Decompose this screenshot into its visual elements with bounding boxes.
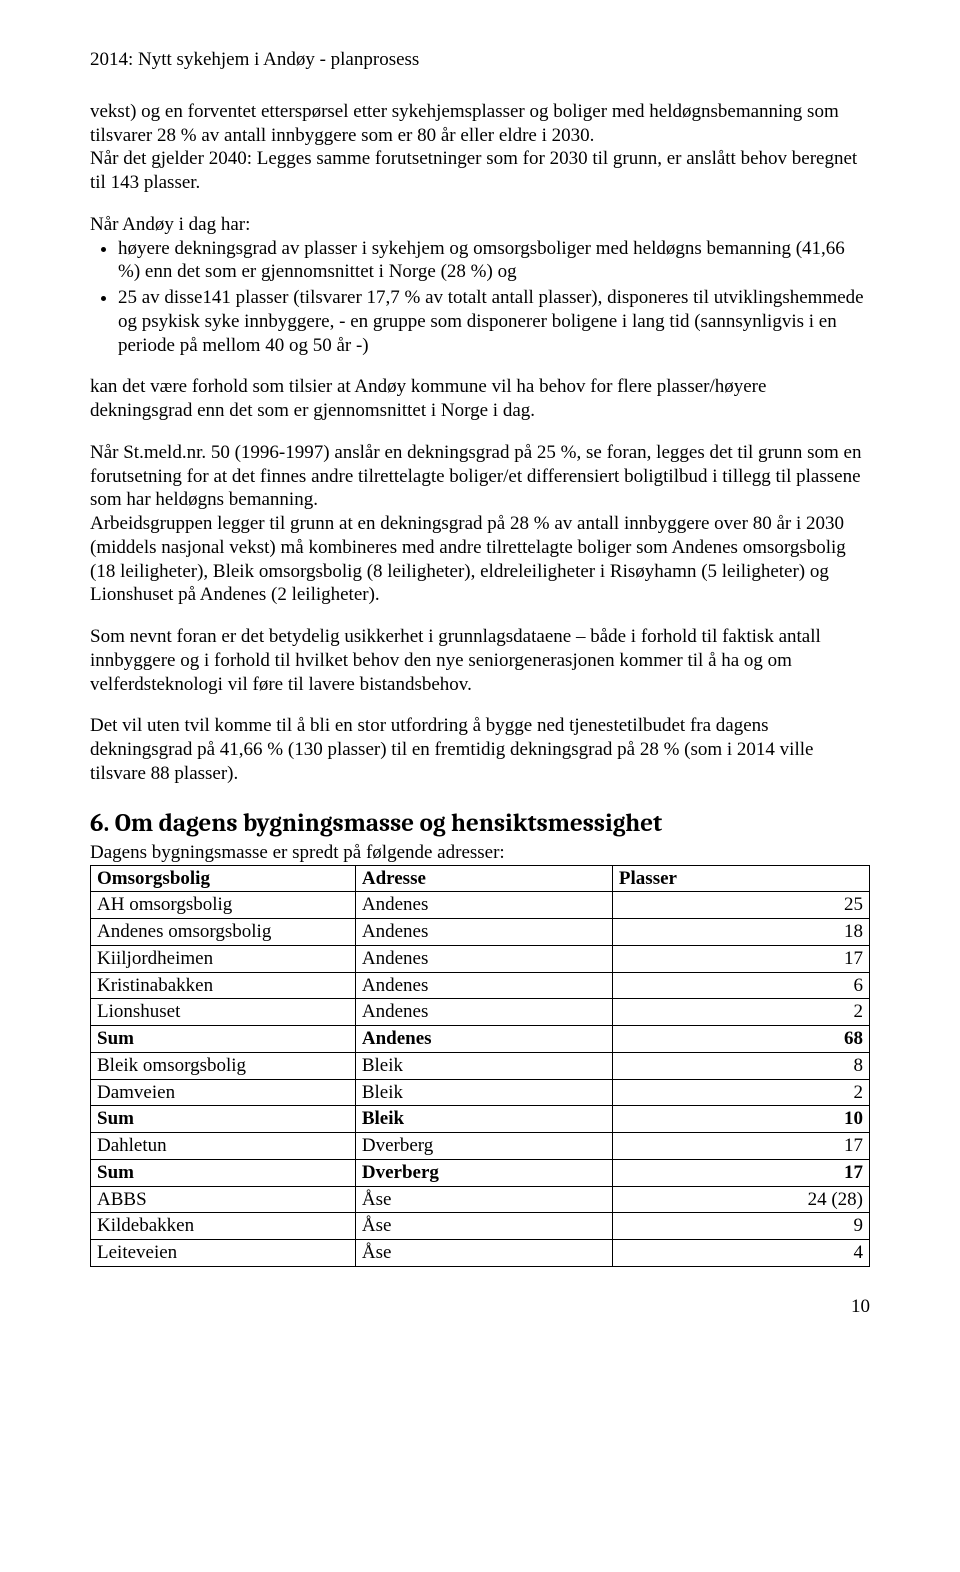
table-cell: 6 [612,972,869,999]
table-cell: Sum [91,1026,356,1053]
table-row: AH omsorgsboligAndenes25 [91,892,870,919]
page-number: 10 [90,1295,870,1319]
table-cell: Dverberg [355,1133,612,1160]
table-cell: Sum [91,1159,356,1186]
table-cell: Kildebakken [91,1213,356,1240]
table-cell: 24 (28) [612,1186,869,1213]
table-cell: Bleik [355,1079,612,1106]
table-cell: 17 [612,945,869,972]
paragraph-text: Når det gjelder 2040: Legges samme forut… [90,148,857,193]
table-row: LeiteveienÅse4 [91,1240,870,1267]
table-cell: AH omsorgsbolig [91,892,356,919]
paragraph: Når St.meld.nr. 50 (1996-1997) anslår en… [90,441,870,607]
table-row: DahletunDverberg17 [91,1133,870,1160]
page-header: 2014: Nytt sykehjem i Andøy - planproses… [90,48,870,72]
table-cell: Andenes [355,919,612,946]
table-row: KiiljordheimenAndenes17 [91,945,870,972]
table-cell: 18 [612,919,869,946]
table-header-cell: Omsorgsbolig [91,865,356,892]
table-cell: Bleik [355,1106,612,1133]
table-cell: Kiiljordheimen [91,945,356,972]
table-cell: Andenes [355,972,612,999]
table-row: KildebakkenÅse9 [91,1213,870,1240]
table-cell: 17 [612,1159,869,1186]
table-row: SumAndenes68 [91,1026,870,1053]
list-item: høyere dekningsgrad av plasser i sykehje… [118,237,870,285]
table-row: KristinabakkenAndenes6 [91,972,870,999]
table-cell: 17 [612,1133,869,1160]
section-intro: Dagens bygningsmasse er spredt på følgen… [90,841,870,865]
table-cell: Leiteveien [91,1240,356,1267]
table-row: DamveienBleik2 [91,1079,870,1106]
table-cell: Andenes [355,892,612,919]
table-cell: 2 [612,999,869,1026]
table-row: Bleik omsorgsboligBleik8 [91,1052,870,1079]
table-header-cell: Plasser [612,865,869,892]
table-row: Andenes omsorgsboligAndenes18 [91,919,870,946]
section-heading: 6. Om dagens bygningsmasse og hensiktsme… [90,808,870,839]
bullet-list: høyere dekningsgrad av plasser i sykehje… [90,237,870,358]
table-cell: 10 [612,1106,869,1133]
table-cell: Kristinabakken [91,972,356,999]
table-cell: 4 [612,1240,869,1267]
table-cell: Dverberg [355,1159,612,1186]
table-cell: Lionshuset [91,999,356,1026]
paragraph: vekst) og en forventet etterspørsel ette… [90,100,870,195]
table-cell: Åse [355,1240,612,1267]
paragraph: Når Andøy i dag har: [90,213,870,237]
table-cell: 8 [612,1052,869,1079]
table-header-cell: Adresse [355,865,612,892]
table-cell: Andenes [355,999,612,1026]
list-item: 25 av disse141 plasser (tilsvarer 17,7 %… [118,286,870,357]
paragraph-text: vekst) og en forventet etterspørsel ette… [90,101,839,146]
table-cell: Damveien [91,1079,356,1106]
table-cell: Bleik [355,1052,612,1079]
table-row: SumDverberg17 [91,1159,870,1186]
table-row: SumBleik10 [91,1106,870,1133]
table-cell: 9 [612,1213,869,1240]
paragraph: Det vil uten tvil komme til å bli en sto… [90,714,870,785]
table-cell: 68 [612,1026,869,1053]
paragraph: kan det være forhold som tilsier at Andø… [90,375,870,423]
table-cell: ABBS [91,1186,356,1213]
table-cell: 2 [612,1079,869,1106]
table-row: ABBSÅse24 (28) [91,1186,870,1213]
table-cell: Bleik omsorgsbolig [91,1052,356,1079]
paragraph-text: Arbeidsgruppen legger til grunn at en de… [90,513,846,605]
table-row: LionshusetAndenes2 [91,999,870,1026]
buildings-table: OmsorgsboligAdressePlasserAH omsorgsboli… [90,865,870,1267]
paragraph: Som nevnt foran er det betydelig usikker… [90,625,870,696]
table-cell: Andenes [355,1026,612,1053]
table-cell: Åse [355,1213,612,1240]
table-cell: Andenes [355,945,612,972]
table-cell: Andenes omsorgsbolig [91,919,356,946]
paragraph-text: Når St.meld.nr. 50 (1996-1997) anslår en… [90,442,861,511]
table-cell: 25 [612,892,869,919]
table-cell: Dahletun [91,1133,356,1160]
table-cell: Åse [355,1186,612,1213]
table-cell: Sum [91,1106,356,1133]
